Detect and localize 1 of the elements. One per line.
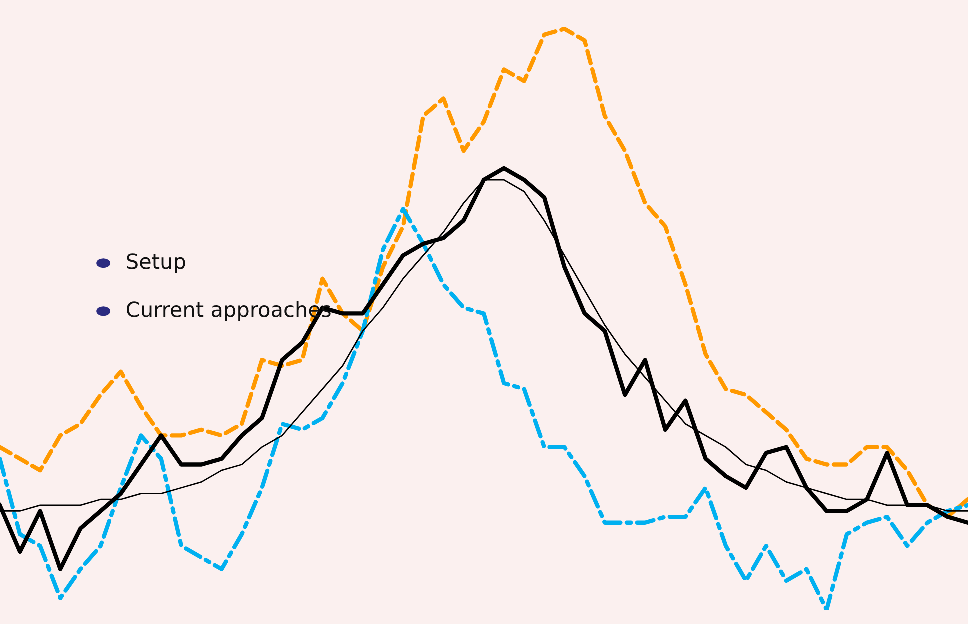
- annotation: Setup: [127, 254, 186, 274]
